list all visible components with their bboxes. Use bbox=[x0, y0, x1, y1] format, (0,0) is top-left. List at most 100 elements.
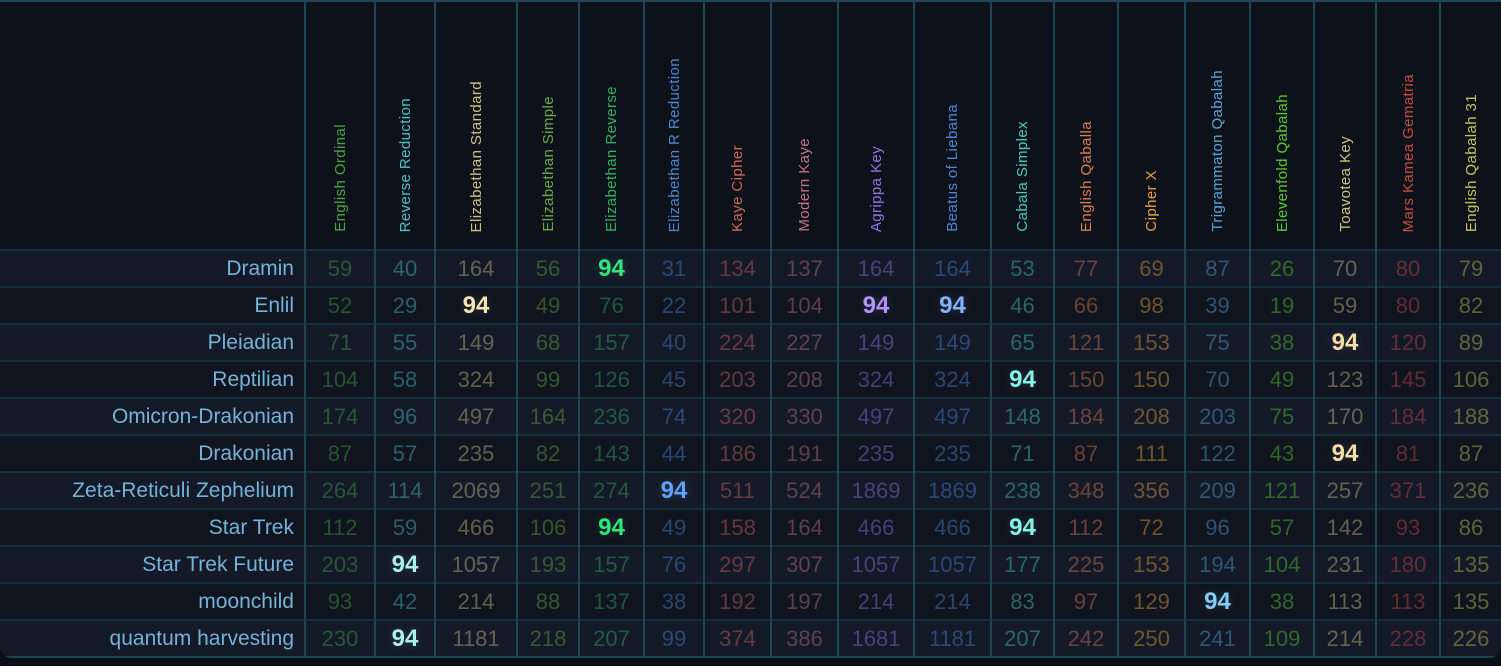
value-cell[interactable]: 70 bbox=[1184, 360, 1250, 398]
value-cell[interactable]: 386 bbox=[770, 619, 838, 658]
value-cell[interactable]: 87 bbox=[1053, 434, 1118, 472]
value-cell[interactable]: 94 bbox=[578, 249, 644, 287]
value-cell[interactable]: 324 bbox=[837, 360, 914, 398]
value-cell[interactable]: 122 bbox=[1184, 434, 1250, 472]
value-cell[interactable]: 86 bbox=[1439, 508, 1501, 546]
row-label[interactable]: Zeta-Reticuli Zephelium bbox=[0, 471, 305, 509]
value-cell[interactable]: 157 bbox=[578, 323, 644, 361]
value-cell[interactable]: 39 bbox=[1184, 286, 1250, 324]
value-cell[interactable]: 49 bbox=[1249, 360, 1314, 398]
value-cell[interactable]: 348 bbox=[1053, 471, 1118, 509]
value-cell[interactable]: 22 bbox=[643, 286, 704, 324]
column-header-cipher-x[interactable]: Cipher X bbox=[1117, 0, 1185, 250]
value-cell[interactable]: 164 bbox=[837, 249, 914, 287]
value-cell[interactable]: 71 bbox=[990, 434, 1054, 472]
value-cell[interactable]: 170 bbox=[1313, 397, 1376, 435]
value-cell[interactable]: 226 bbox=[1439, 619, 1501, 658]
column-header-elizabethan-standard[interactable]: Elizabethan Standard bbox=[434, 0, 517, 250]
value-cell[interactable]: 69 bbox=[1117, 249, 1185, 287]
value-cell[interactable]: 59 bbox=[304, 249, 375, 287]
value-cell[interactable]: 164 bbox=[434, 249, 517, 287]
value-cell[interactable]: 114 bbox=[374, 471, 435, 509]
value-cell[interactable]: 56 bbox=[516, 249, 579, 287]
value-cell[interactable]: 297 bbox=[703, 545, 771, 583]
value-cell[interactable]: 94 bbox=[1184, 582, 1250, 620]
value-cell[interactable]: 112 bbox=[304, 508, 375, 546]
value-cell[interactable]: 43 bbox=[1249, 434, 1314, 472]
value-cell[interactable]: 1057 bbox=[837, 545, 914, 583]
value-cell[interactable]: 230 bbox=[304, 619, 375, 658]
value-cell[interactable]: 71 bbox=[304, 323, 375, 361]
column-header-beatus-of-liebana[interactable]: Beatus of Liebana bbox=[913, 0, 991, 250]
value-cell[interactable]: 94 bbox=[1313, 323, 1376, 361]
value-cell[interactable]: 191 bbox=[770, 434, 838, 472]
value-cell[interactable]: 106 bbox=[516, 508, 579, 546]
value-cell[interactable]: 135 bbox=[1439, 582, 1501, 620]
value-cell[interactable]: 257 bbox=[1313, 471, 1376, 509]
column-header-mars-kamea-gematria[interactable]: Mars Kamea Gematria bbox=[1375, 0, 1440, 250]
column-header-cabala-simplex[interactable]: Cabala Simplex bbox=[990, 0, 1054, 250]
row-label[interactable]: Enlil bbox=[0, 286, 305, 324]
column-header-elizabethan-simple[interactable]: Elizabethan Simple bbox=[516, 0, 579, 250]
value-cell[interactable]: 82 bbox=[1439, 286, 1501, 324]
value-cell[interactable]: 264 bbox=[304, 471, 375, 509]
value-cell[interactable]: 214 bbox=[913, 582, 991, 620]
value-cell[interactable]: 242 bbox=[1053, 619, 1118, 658]
value-cell[interactable]: 235 bbox=[434, 434, 517, 472]
value-cell[interactable]: 31 bbox=[643, 249, 704, 287]
value-cell[interactable]: 307 bbox=[770, 545, 838, 583]
value-cell[interactable]: 227 bbox=[770, 323, 838, 361]
value-cell[interactable]: 149 bbox=[434, 323, 517, 361]
value-cell[interactable]: 208 bbox=[770, 360, 838, 398]
value-cell[interactable]: 218 bbox=[516, 619, 579, 658]
value-cell[interactable]: 214 bbox=[837, 582, 914, 620]
value-cell[interactable]: 126 bbox=[578, 360, 644, 398]
value-cell[interactable]: 135 bbox=[1439, 545, 1501, 583]
value-cell[interactable]: 497 bbox=[434, 397, 517, 435]
value-cell[interactable]: 45 bbox=[643, 360, 704, 398]
value-cell[interactable]: 208 bbox=[1117, 397, 1185, 435]
value-cell[interactable]: 153 bbox=[1117, 323, 1185, 361]
value-cell[interactable]: 49 bbox=[643, 508, 704, 546]
value-cell[interactable]: 203 bbox=[703, 360, 771, 398]
row-label[interactable]: Omicron-Drakonian bbox=[0, 397, 305, 435]
value-cell[interactable]: 203 bbox=[1184, 397, 1250, 435]
value-cell[interactable]: 57 bbox=[1249, 508, 1314, 546]
value-cell[interactable]: 180 bbox=[1375, 545, 1440, 583]
row-label[interactable]: quantum harvesting bbox=[0, 619, 305, 658]
value-cell[interactable]: 57 bbox=[374, 434, 435, 472]
value-cell[interactable]: 177 bbox=[990, 545, 1054, 583]
column-header-elizabethan-r-reduction[interactable]: Elizabethan R Reduction bbox=[643, 0, 704, 250]
value-cell[interactable]: 94 bbox=[990, 508, 1054, 546]
value-cell[interactable]: 75 bbox=[1249, 397, 1314, 435]
value-cell[interactable]: 371 bbox=[1375, 471, 1440, 509]
value-cell[interactable]: 38 bbox=[643, 582, 704, 620]
value-cell[interactable]: 1681 bbox=[837, 619, 914, 658]
value-cell[interactable]: 106 bbox=[1439, 360, 1501, 398]
value-cell[interactable]: 75 bbox=[1184, 323, 1250, 361]
value-cell[interactable]: 207 bbox=[990, 619, 1054, 658]
value-cell[interactable]: 1057 bbox=[434, 545, 517, 583]
value-cell[interactable]: 55 bbox=[374, 323, 435, 361]
value-cell[interactable]: 29 bbox=[374, 286, 435, 324]
row-label[interactable]: Star Trek Future bbox=[0, 545, 305, 583]
value-cell[interactable]: 94 bbox=[374, 545, 435, 583]
value-cell[interactable]: 58 bbox=[374, 360, 435, 398]
value-cell[interactable]: 324 bbox=[434, 360, 517, 398]
column-header-english-qaballa[interactable]: English Qaballa bbox=[1053, 0, 1118, 250]
value-cell[interactable]: 158 bbox=[703, 508, 771, 546]
value-cell[interactable]: 38 bbox=[1249, 323, 1314, 361]
column-header-english-ordinal[interactable]: English Ordinal bbox=[304, 0, 375, 250]
row-label[interactable]: Dramin bbox=[0, 249, 305, 287]
value-cell[interactable]: 46 bbox=[990, 286, 1054, 324]
value-cell[interactable]: 40 bbox=[643, 323, 704, 361]
value-cell[interactable]: 1869 bbox=[837, 471, 914, 509]
value-cell[interactable]: 104 bbox=[770, 286, 838, 324]
value-cell[interactable]: 231 bbox=[1313, 545, 1376, 583]
value-cell[interactable]: 74 bbox=[643, 397, 704, 435]
value-cell[interactable]: 66 bbox=[1053, 286, 1118, 324]
value-cell[interactable]: 83 bbox=[990, 582, 1054, 620]
value-cell[interactable]: 1869 bbox=[913, 471, 991, 509]
value-cell[interactable]: 150 bbox=[1117, 360, 1185, 398]
value-cell[interactable]: 120 bbox=[1375, 323, 1440, 361]
